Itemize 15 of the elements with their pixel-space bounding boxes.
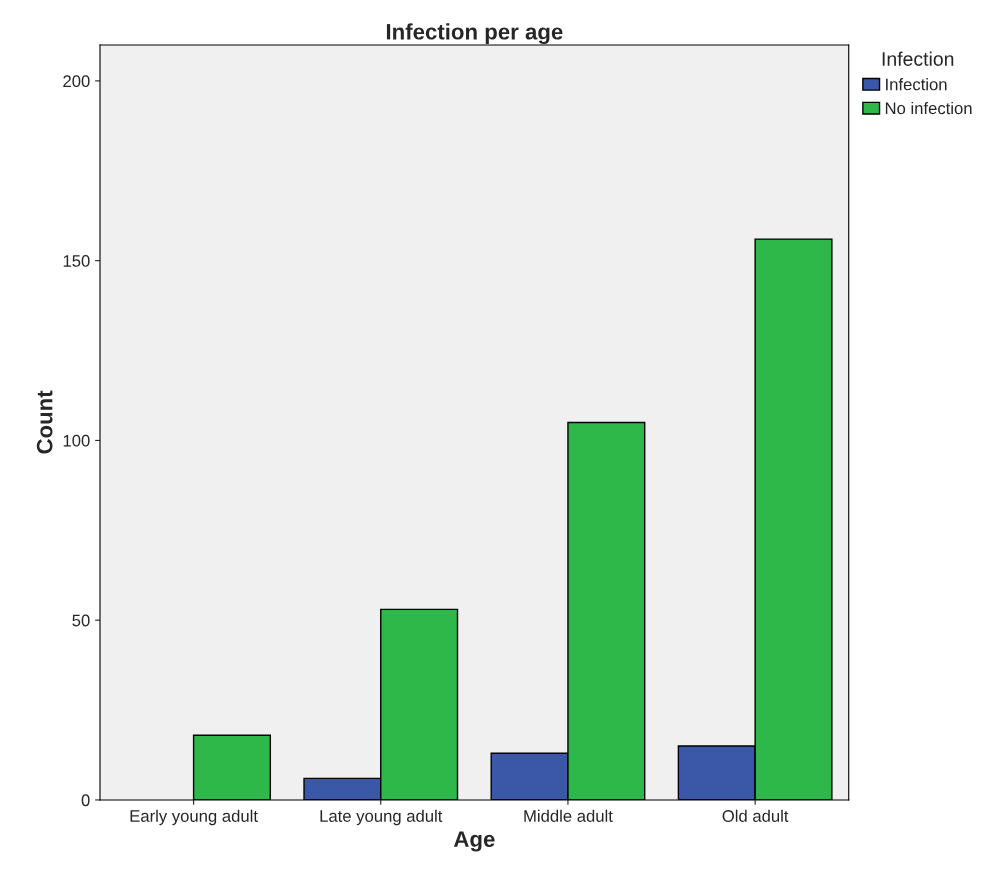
x-tick-label: Middle adult: [524, 809, 613, 822]
x-tick-label: Late young adult: [320, 809, 443, 826]
y-tick-label: 0: [81, 794, 90, 807]
legend-label: Infection: [886, 78, 947, 91]
legend-label: No infection: [885, 101, 972, 115]
x-axis-title: Age: [453, 831, 495, 852]
y-tick-label: 100: [63, 434, 90, 447]
x-tick-label: Old adult: [722, 809, 789, 822]
legend-title: Infection: [882, 51, 954, 66]
y-tick-label: 50: [72, 614, 90, 627]
y-axis-title: Count: [36, 390, 53, 454]
y-tick-label: 200: [63, 75, 90, 88]
x-tick-label: Early young adult: [130, 809, 258, 826]
y-tick-label: 150: [63, 255, 90, 267]
chart-title: Infection per age: [386, 23, 563, 45]
